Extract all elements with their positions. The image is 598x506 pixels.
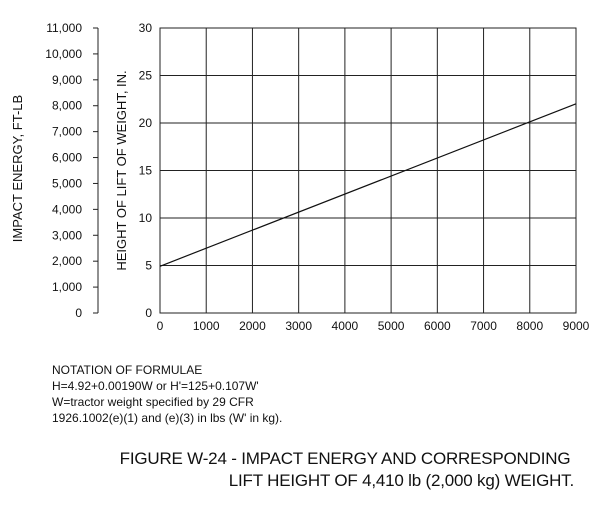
x-tick-label: 6000	[424, 319, 451, 333]
impact-energy-tick-label: 11,000	[46, 21, 82, 35]
chart-labels: 0 1000 2000 3000 4000 5000 6000 7000 8000 9000 0 5 1…	[10, 21, 590, 340]
impact-energy-tick-label: 5,000	[52, 176, 82, 190]
impact-energy-tick-label: 2,000	[52, 254, 82, 268]
x-tick-label: 3000	[285, 319, 312, 333]
x-tick-label: 7000	[470, 319, 497, 333]
impact-energy-chart: 0 1,000 2,000 3,000 4,000 5,000 6,000 7,000 8,00…	[10, 21, 590, 340]
chart-grid	[159, 27, 577, 314]
y-tick-label: 30	[139, 21, 153, 35]
impact-energy-tick-label: 9,000	[52, 73, 82, 87]
impact-energy-axis-title: IMPACT ENERGY, FT-LB	[10, 95, 25, 242]
impact-energy-tick-label: 10,000	[45, 47, 82, 61]
x-axis-title: TRACTOR WEIGHT, LB	[298, 337, 438, 340]
y-tick-label: 10	[139, 211, 153, 225]
figure-caption-line-1: FIGURE W-24 - IMPACT ENERGY AND CORRESPO…	[119, 449, 571, 468]
y-tick-label: 5	[145, 259, 152, 273]
x-tick-label: 2000	[239, 319, 266, 333]
y-tick-label: 0	[145, 306, 152, 320]
impact-energy-axis: 0 1,000 2,000 3,000 4,000 5,000 6,000 7,000 8,00…	[45, 21, 99, 320]
y-axis-title: HEIGHT OF LIFT OF WEIGHT, IN.	[114, 70, 129, 270]
notation-heading: NOTATION OF FORMULAE	[52, 363, 203, 377]
impact-energy-tick-label: 3,000	[52, 228, 82, 242]
x-tick-label: 5000	[378, 319, 405, 333]
y-tick-label: 20	[139, 116, 153, 130]
y-tick-label: 15	[139, 164, 153, 178]
notation-definition: W=tractor weight specified by 29 CFR	[52, 395, 254, 409]
notation-reference: 1926.1002(e)(1) and (e)(3) in lbs (W' in…	[52, 411, 283, 425]
impact-energy-tick-label: 8,000	[52, 99, 82, 113]
notation-block: NOTATION OF FORMULAE H=4.92+0.00190W or …	[52, 362, 412, 426]
plot-frame	[159, 27, 577, 314]
impact-energy-tick-label: 4,000	[52, 202, 82, 216]
x-tick-label: 0	[157, 319, 164, 333]
x-tick-label: 9000	[563, 319, 590, 333]
x-tick-label: 1000	[193, 319, 220, 333]
x-tick-label: 4000	[332, 319, 359, 333]
impact-energy-tick-label: 1,000	[52, 280, 82, 294]
x-tick-label: 8000	[516, 319, 543, 333]
figure-caption-line-2: LIFT HEIGHT OF 4,410 lb (2,000 kg) WEIGH…	[228, 471, 574, 490]
y-tick-label: 25	[139, 69, 153, 83]
series-line	[159, 103, 577, 267]
figure-caption: FIGURE W-24 - IMPACT ENERGY AND CORRESPO…	[70, 448, 580, 492]
chart-axes	[159, 27, 577, 314]
impact-energy-tick-label: 0	[75, 306, 82, 320]
impact-energy-tick-label: 6,000	[52, 151, 82, 165]
chart-series	[159, 103, 577, 267]
notation-formula: H=4.92+0.00190W or H'=125+0.107W'	[52, 379, 259, 393]
impact-energy-tick-label: 7,000	[52, 125, 82, 139]
